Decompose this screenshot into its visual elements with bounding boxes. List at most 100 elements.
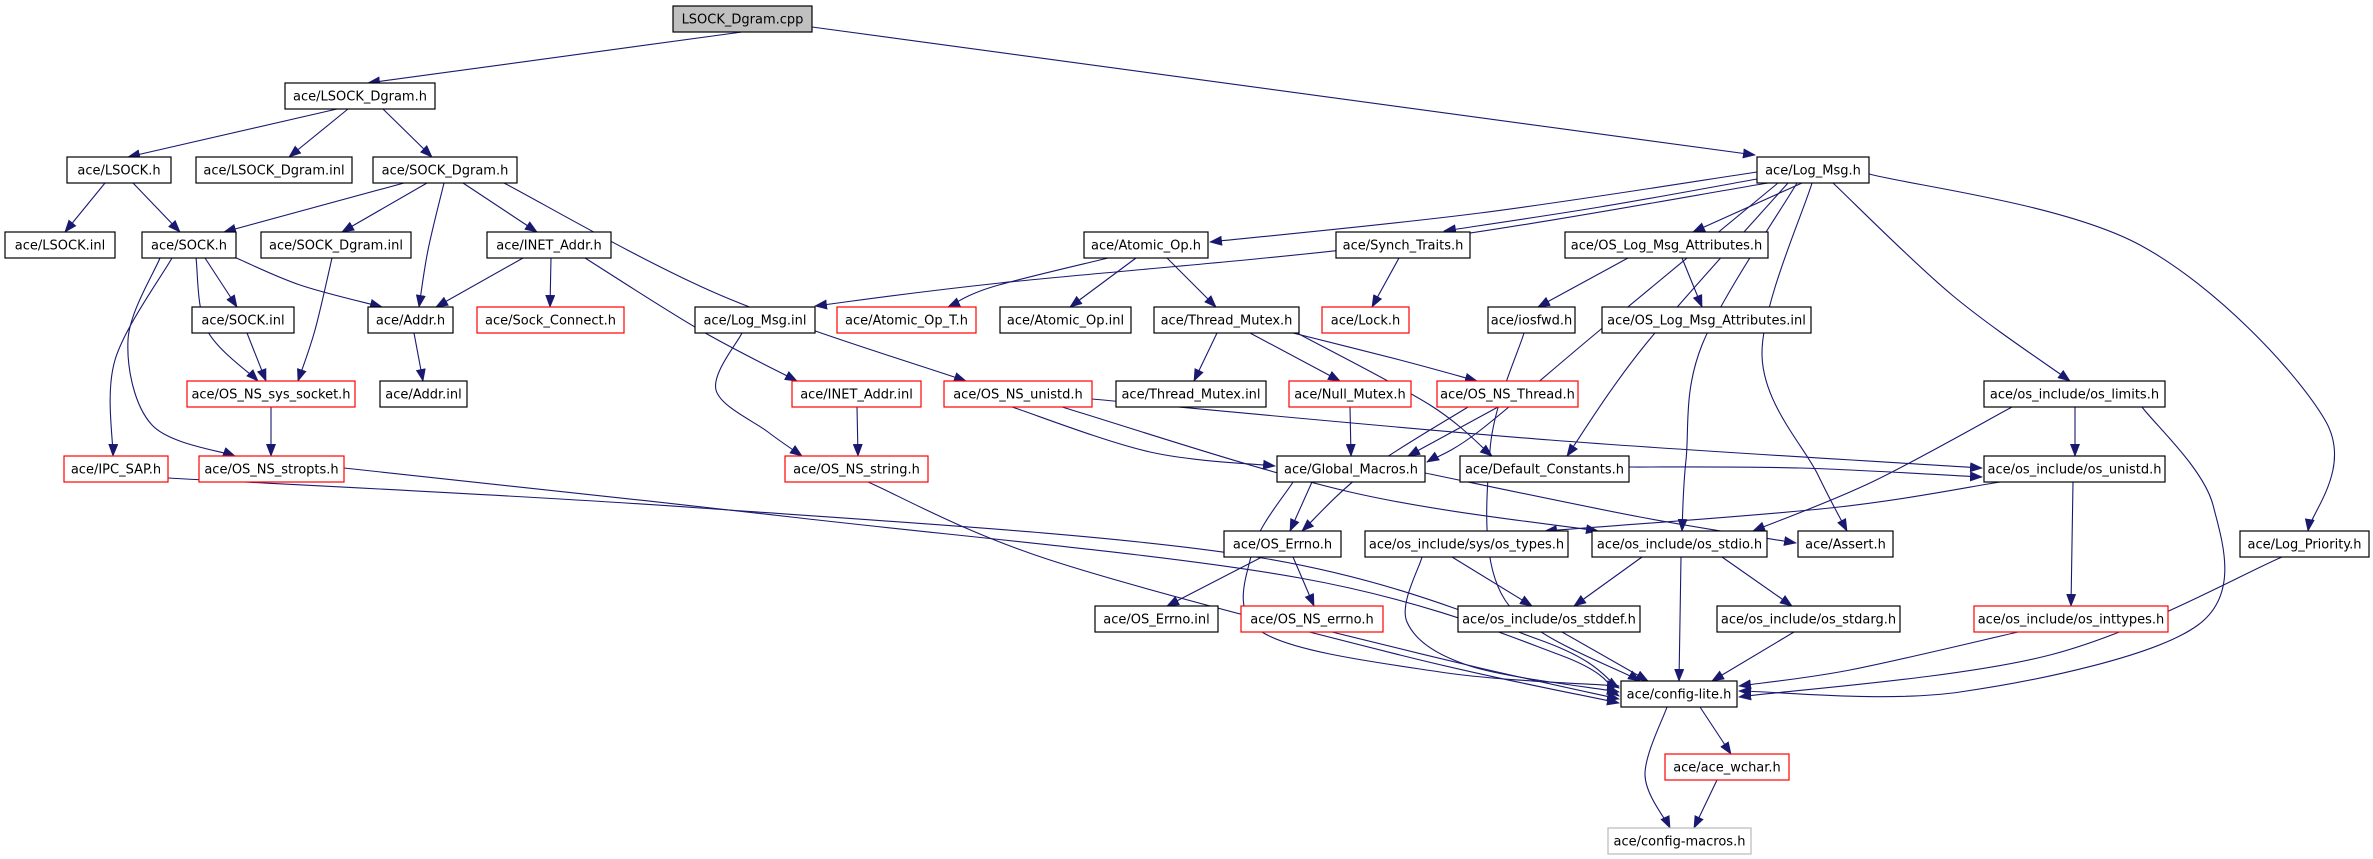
node-box-ace-log-msg-h[interactable] [1756, 156, 1870, 184]
node-box-ace-os-include-os-stdio-h[interactable] [1591, 530, 1768, 558]
node-ace-global-macros-h[interactable]: ace/Global_Macros.h [1276, 455, 1426, 483]
node-box-ace-os-errno-h[interactable] [1223, 530, 1342, 558]
node-ace-addr-h[interactable]: ace/Addr.h [367, 306, 454, 334]
node-ace-os-ns-errno-h[interactable]: ace/OS_NS_errno.h [1240, 605, 1384, 633]
node-box-ace-sock-connect-h[interactable] [476, 306, 625, 334]
node-ace-config-lite-h[interactable]: ace/config-lite.h [1620, 680, 1738, 708]
node-box-ace-os-ns-string-h[interactable] [784, 455, 929, 483]
node-ace-ace-wchar-h[interactable]: ace/ace_wchar.h [1664, 753, 1790, 781]
node-ace-sock-inl[interactable]: ace/SOCK.inl [191, 306, 295, 334]
node-ace-os-include-os-unistd-h[interactable]: ace/os_include/os_unistd.h [1983, 455, 2166, 483]
node-ace-os-errno-inl[interactable]: ace/OS_Errno.inl [1094, 605, 1219, 633]
node-box-ace-addr-h[interactable] [367, 306, 454, 334]
node-lsock-dgram-cpp[interactable]: LSOCK_Dgram.cpp [672, 5, 813, 33]
node-box-ace-atomic-op-t-h[interactable] [836, 306, 977, 334]
node-box-ace-thread-mutex-inl[interactable] [1115, 380, 1267, 408]
node-ace-sock-h[interactable]: ace/SOCK.h [141, 231, 237, 259]
node-box-ace-atomic-op-h[interactable] [1083, 231, 1209, 259]
node-ace-lsock-dgram-inl[interactable]: ace/LSOCK_Dgram.inl [195, 156, 353, 184]
node-ace-atomic-op-t-h[interactable]: ace/Atomic_Op_T.h [836, 306, 977, 334]
node-ace-log-msg-h[interactable]: ace/Log_Msg.h [1756, 156, 1870, 184]
node-box-ace-config-macros-h[interactable] [1607, 827, 1752, 855]
node-ace-assert-h[interactable]: ace/Assert.h [1797, 530, 1894, 558]
node-box-ace-assert-h[interactable] [1797, 530, 1894, 558]
node-box-ace-os-log-msg-attributes-h[interactable] [1564, 231, 1769, 259]
node-ace-os-include-os-stddef-h[interactable]: ace/os_include/os_stddef.h [1457, 605, 1641, 633]
node-ace-null-mutex-h[interactable]: ace/Null_Mutex.h [1288, 380, 1412, 408]
node-box-ace-null-mutex-h[interactable] [1288, 380, 1412, 408]
node-ace-os-include-os-stdarg-h[interactable]: ace/os_include/os_stdarg.h [1716, 605, 1901, 633]
node-ace-os-ns-stropts-h[interactable]: ace/OS_NS_stropts.h [198, 455, 345, 483]
node-box-ace-synch-traits-h[interactable] [1335, 231, 1471, 259]
node-ace-addr-inl[interactable]: ace/Addr.inl [379, 380, 468, 408]
node-box-ace-addr-inl[interactable] [379, 380, 468, 408]
node-ace-os-log-msg-attributes-h[interactable]: ace/OS_Log_Msg_Attributes.h [1564, 231, 1769, 259]
node-box-ace-os-ns-thread-h[interactable] [1436, 380, 1579, 408]
node-ace-synch-traits-h[interactable]: ace/Synch_Traits.h [1335, 231, 1471, 259]
node-box-ace-iosfwd-h[interactable] [1487, 306, 1576, 334]
node-box-ace-os-log-msg-attributes-inl[interactable] [1601, 306, 1812, 334]
node-box-ace-lsock-dgram-inl[interactable] [195, 156, 353, 184]
node-box-ace-global-macros-h[interactable] [1276, 455, 1426, 483]
node-ace-lsock-h[interactable]: ace/LSOCK.h [66, 156, 172, 184]
node-ace-inet-addr-inl[interactable]: ace/INET_Addr.inl [791, 380, 922, 408]
node-ace-os-include-os-inttypes-h[interactable]: ace/os_include/os_inttypes.h [1973, 605, 2169, 633]
node-box-ace-os-errno-inl[interactable] [1094, 605, 1219, 633]
node-box-ace-ipc-sap-h[interactable] [63, 455, 169, 483]
node-box-ace-thread-mutex-h[interactable] [1153, 306, 1300, 334]
node-ace-lock-h[interactable]: ace/Lock.h [1321, 306, 1410, 334]
node-ace-lsock-inl[interactable]: ace/LSOCK.inl [4, 231, 116, 259]
node-box-ace-ace-wchar-h[interactable] [1664, 753, 1790, 781]
node-box-ace-sock-inl[interactable] [191, 306, 295, 334]
node-box-ace-sock-dgram-h[interactable] [372, 156, 518, 184]
node-ace-os-include-sys-os-types-h[interactable]: ace/os_include/sys/os_types.h [1364, 530, 1569, 558]
node-box-ace-os-include-os-stdarg-h[interactable] [1716, 605, 1901, 633]
node-box-ace-os-include-sys-os-types-h[interactable] [1364, 530, 1569, 558]
node-ace-os-include-os-stdio-h[interactable]: ace/os_include/os_stdio.h [1591, 530, 1768, 558]
node-ace-atomic-op-inl[interactable]: ace/Atomic_Op.inl [999, 306, 1132, 334]
node-box-ace-inet-addr-inl[interactable] [791, 380, 922, 408]
node-box-ace-os-ns-stropts-h[interactable] [198, 455, 345, 483]
node-ace-os-ns-string-h[interactable]: ace/OS_NS_string.h [784, 455, 929, 483]
node-ace-ipc-sap-h[interactable]: ace/IPC_SAP.h [63, 455, 169, 483]
node-box-ace-sock-dgram-inl[interactable] [260, 231, 412, 259]
node-ace-os-include-os-limits-h[interactable]: ace/os_include/os_limits.h [1983, 380, 2166, 408]
node-box-ace-default-constants-h[interactable] [1459, 455, 1630, 483]
node-box-ace-os-ns-sys-socket-h[interactable] [186, 380, 356, 408]
node-ace-sock-connect-h[interactable]: ace/Sock_Connect.h [476, 306, 625, 334]
node-box-lsock-dgram-cpp[interactable] [672, 5, 813, 33]
node-ace-os-errno-h[interactable]: ace/OS_Errno.h [1223, 530, 1342, 558]
node-box-ace-sock-h[interactable] [141, 231, 237, 259]
node-box-ace-log-priority-h[interactable] [2239, 530, 2370, 558]
node-box-ace-lsock-inl[interactable] [4, 231, 116, 259]
node-ace-os-ns-sys-socket-h[interactable]: ace/OS_NS_sys_socket.h [186, 380, 356, 408]
node-box-ace-os-include-os-unistd-h[interactable] [1983, 455, 2166, 483]
node-ace-default-constants-h[interactable]: ace/Default_Constants.h [1459, 455, 1630, 483]
node-ace-thread-mutex-inl[interactable]: ace/Thread_Mutex.inl [1115, 380, 1267, 408]
node-box-ace-inet-addr-h[interactable] [486, 231, 612, 259]
node-ace-log-msg-inl[interactable]: ace/Log_Msg.inl [694, 306, 816, 334]
node-ace-os-log-msg-attributes-inl[interactable]: ace/OS_Log_Msg_Attributes.inl [1601, 306, 1812, 334]
node-ace-sock-dgram-inl[interactable]: ace/SOCK_Dgram.inl [260, 231, 412, 259]
node-box-ace-lsock-dgram-h[interactable] [284, 82, 436, 110]
node-ace-lsock-dgram-h[interactable]: ace/LSOCK_Dgram.h [284, 82, 436, 110]
node-ace-log-priority-h[interactable]: ace/Log_Priority.h [2239, 530, 2370, 558]
node-box-ace-os-include-os-stddef-h[interactable] [1457, 605, 1641, 633]
node-ace-inet-addr-h[interactable]: ace/INET_Addr.h [486, 231, 612, 259]
node-box-ace-atomic-op-inl[interactable] [999, 306, 1132, 334]
node-box-ace-config-lite-h[interactable] [1620, 680, 1738, 708]
node-box-ace-os-include-os-inttypes-h[interactable] [1973, 605, 2169, 633]
node-box-ace-log-msg-inl[interactable] [694, 306, 816, 334]
node-ace-sock-dgram-h[interactable]: ace/SOCK_Dgram.h [372, 156, 518, 184]
node-ace-os-ns-thread-h[interactable]: ace/OS_NS_Thread.h [1436, 380, 1579, 408]
node-box-ace-os-ns-unistd-h[interactable] [943, 380, 1093, 408]
node-box-ace-lsock-h[interactable] [66, 156, 172, 184]
node-box-ace-os-ns-errno-h[interactable] [1240, 605, 1384, 633]
node-ace-config-macros-h[interactable]: ace/config-macros.h [1607, 827, 1752, 855]
node-ace-iosfwd-h[interactable]: ace/iosfwd.h [1487, 306, 1576, 334]
node-box-ace-lock-h[interactable] [1321, 306, 1410, 334]
node-box-ace-os-include-os-limits-h[interactable] [1983, 380, 2166, 408]
node-ace-atomic-op-h[interactable]: ace/Atomic_Op.h [1083, 231, 1209, 259]
node-ace-os-ns-unistd-h[interactable]: ace/OS_NS_unistd.h [943, 380, 1093, 408]
node-ace-thread-mutex-h[interactable]: ace/Thread_Mutex.h [1153, 306, 1300, 334]
